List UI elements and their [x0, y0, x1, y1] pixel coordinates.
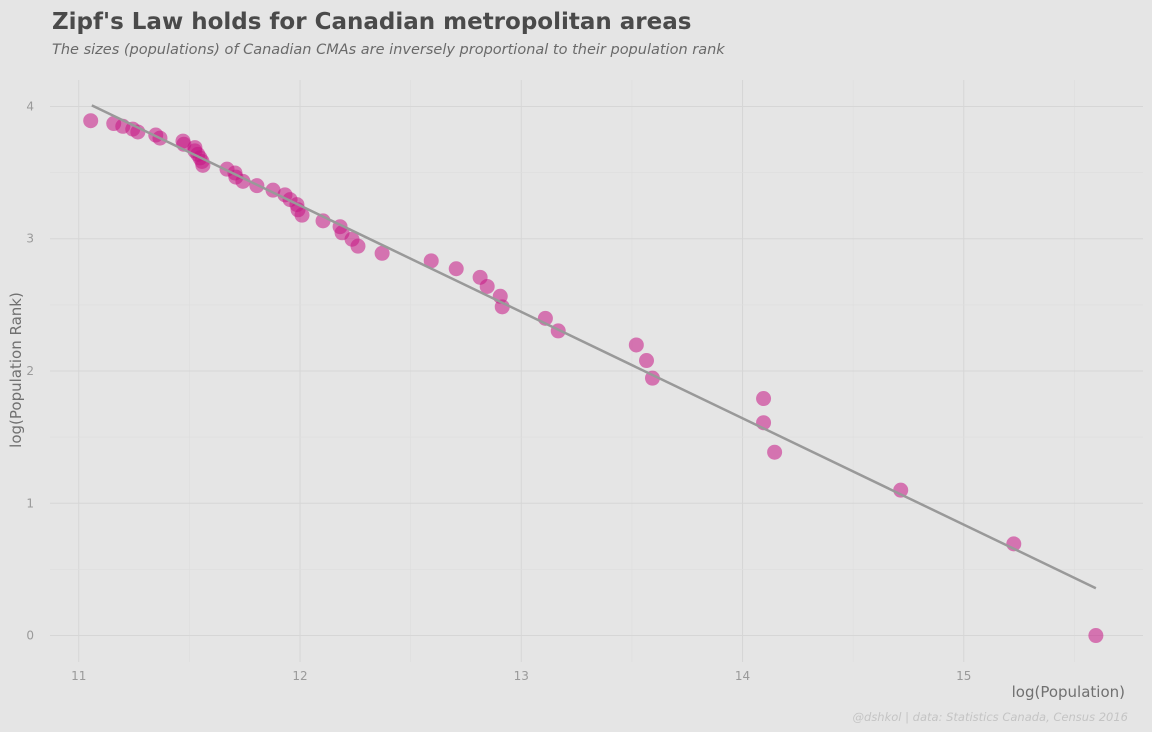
x-tick-label: 13 [514, 669, 529, 683]
data-point [1088, 628, 1104, 644]
data-point [277, 187, 293, 203]
x-tick-label: 14 [735, 669, 750, 683]
data-point [756, 391, 772, 407]
chart-subtitle: The sizes (populations) of Canadian CMAs… [52, 42, 725, 58]
regression-line [91, 104, 1097, 590]
x-tick-label: 12 [292, 669, 307, 683]
data-point [83, 113, 99, 129]
data-point [767, 444, 783, 460]
points [83, 113, 1104, 644]
y-tick-label: 4 [26, 99, 34, 113]
x-tick-label: 11 [71, 669, 86, 683]
data-point [175, 133, 191, 149]
grid [50, 80, 1143, 662]
y-tick-label: 0 [26, 629, 34, 643]
data-point [448, 261, 464, 277]
fit-line-group [91, 104, 1097, 590]
data-point [628, 337, 644, 353]
x-tick-label: 15 [956, 669, 971, 683]
data-point [374, 245, 390, 261]
data-point [639, 353, 655, 369]
y-tick-label: 2 [26, 364, 34, 378]
data-point [423, 253, 439, 269]
y-tick-label: 3 [26, 232, 34, 246]
chart-title: Zipf's Law holds for Canadian metropolit… [52, 9, 692, 35]
chart-caption: @dshkol | data: Statistics Canada, Censu… [852, 710, 1128, 724]
data-point [106, 116, 122, 132]
data-point [472, 269, 488, 285]
x-axis-label: log(Population) [1012, 683, 1125, 701]
y-axis-label: log(Population Rank) [7, 292, 25, 448]
y-tick-label: 1 [26, 496, 34, 510]
